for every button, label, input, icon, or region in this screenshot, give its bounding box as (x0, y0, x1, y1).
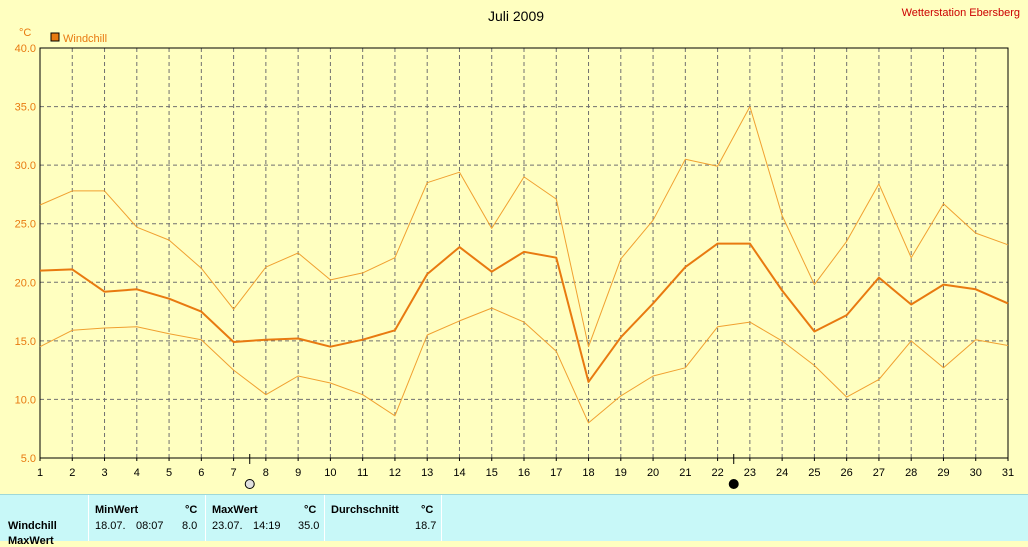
min-header: MinWert (95, 504, 139, 516)
x-tick-label: 15 (486, 467, 498, 479)
legend-label-windchill: Windchill (63, 33, 107, 45)
x-tick-label: 21 (679, 467, 691, 479)
x-tick-label: 14 (453, 467, 465, 479)
max-value: 35.0 (298, 520, 320, 532)
x-tick-label: 8 (263, 467, 269, 479)
y-tick-label: 15.0 (15, 336, 36, 348)
x-tick-label: 9 (295, 467, 301, 479)
y-tick-label: 10.0 (15, 394, 36, 406)
x-tick-label: 29 (937, 467, 949, 479)
x-tick-label: 25 (808, 467, 820, 479)
avg-unit: °C (421, 504, 434, 516)
x-tick-label: 18 (582, 467, 594, 479)
min-unit: °C (185, 504, 198, 516)
x-tick-label: 31 (1002, 467, 1014, 479)
stats-divider (205, 495, 206, 541)
stats-divider (88, 495, 89, 541)
axis-ticks: 5.010.015.020.025.030.035.040.01 2 3 4 5 6 7 8 9… (15, 43, 1015, 479)
chart-grid (40, 48, 1008, 458)
x-tick-label: 27 (873, 467, 885, 479)
x-tick-label: 3 (101, 467, 107, 479)
y-tick-label: 5.0 (21, 453, 36, 465)
min-date: 18.07. (95, 520, 126, 532)
new-moon-icon (728, 479, 739, 489)
y-tick-label: 40.0 (15, 43, 36, 55)
x-tick-label: 1 (37, 467, 43, 479)
chart-series (39, 106, 1009, 424)
min-value: 8.0 (182, 520, 198, 532)
x-tick-label: 5 (166, 467, 172, 479)
x-tick-label: 7 (231, 467, 237, 479)
min-time: 08:07 (136, 520, 164, 532)
chart-title: Juli 2009 (488, 8, 544, 24)
y-tick-label: 30.0 (15, 160, 36, 172)
max-header: MaxWert (212, 504, 258, 516)
station-name: Wetterstation Ebersberg (902, 7, 1020, 19)
full-moon-icon (244, 479, 255, 489)
series-line-min (39, 307, 1009, 424)
x-tick-label: 17 (550, 467, 562, 479)
x-tick-label: 26 (841, 467, 853, 479)
x-tick-label: 12 (389, 467, 401, 479)
x-tick-label: 22 (711, 467, 723, 479)
x-tick-label: 30 (970, 467, 982, 479)
x-tick-label: 4 (134, 467, 140, 479)
avg-value: 18.7 (415, 520, 437, 532)
y-tick-label: 25.0 (15, 219, 36, 231)
x-tick-label: 20 (647, 467, 659, 479)
x-tick-label: 24 (776, 467, 788, 479)
y-axis-unit-label: °C (19, 27, 31, 39)
stats-row-label: Windchill (8, 520, 57, 532)
moon-phase-markers (244, 454, 739, 489)
max-date: 23.07. (212, 520, 243, 532)
x-tick-label: 10 (324, 467, 336, 479)
x-tick-label: 11 (357, 467, 368, 479)
y-tick-label: 35.0 (15, 102, 36, 114)
x-tick-label: 6 (198, 467, 204, 479)
stats-panel: MinWert °C MaxWert °C Durchschnitt °C Wi… (0, 494, 1028, 547)
x-tick-label: 19 (615, 467, 627, 479)
x-tick-label: 23 (744, 467, 756, 479)
y-tick-label: 20.0 (15, 277, 36, 289)
series-line-avg (39, 242, 1009, 383)
x-tick-label: 13 (421, 467, 433, 479)
avg-header: Durchschnitt (331, 504, 399, 516)
max-time: 14:19 (253, 520, 281, 532)
stats-divider (324, 495, 325, 541)
stats-divider (441, 495, 442, 541)
max-unit: °C (304, 504, 317, 516)
series-line-max (39, 106, 1009, 348)
x-tick-label: 28 (905, 467, 917, 479)
x-tick-label: 2 (69, 467, 75, 479)
legend-swatch-windchill (50, 32, 60, 42)
stats-row-label-2: MaxWert (8, 535, 54, 547)
windchill-chart: 5.010.015.020.025.030.035.040.01 2 3 4 5 6 7 8 9… (15, 7, 1020, 489)
x-tick-label: 16 (518, 467, 530, 479)
